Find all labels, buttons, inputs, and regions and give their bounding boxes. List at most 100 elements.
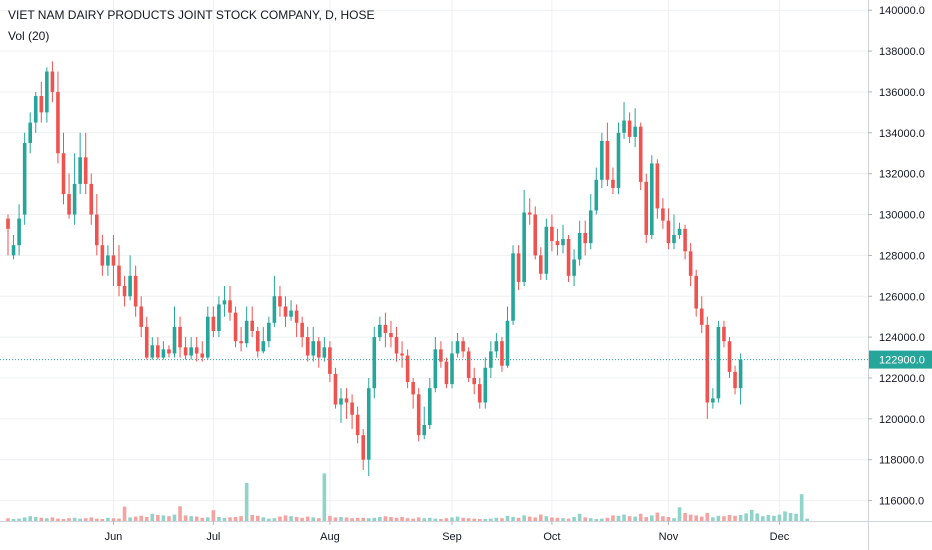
volume-bar (516, 517, 521, 521)
volume-bar (405, 518, 410, 521)
volume-bar (505, 515, 510, 521)
candle-body (539, 255, 543, 274)
candle-body (494, 341, 499, 352)
volume-bar (239, 516, 243, 521)
candle-body (255, 330, 260, 352)
candle-body (577, 232, 582, 260)
volume-bar (772, 515, 776, 521)
volume-bar (511, 517, 515, 521)
volume-bar (477, 519, 482, 521)
candle-body (228, 300, 232, 313)
x-tick-label: Jun (105, 531, 123, 543)
volume-bar (189, 516, 193, 521)
volume-bar (278, 516, 282, 521)
volume-bar (727, 515, 732, 521)
candle-body (128, 275, 132, 297)
volume-bar (572, 517, 576, 521)
candle-body (350, 402, 354, 415)
volume-bar (172, 514, 177, 521)
volume-bar (566, 518, 571, 521)
volume-bar (805, 518, 809, 521)
candle-body (11, 245, 16, 256)
candle-body (39, 96, 44, 113)
volume-bar (194, 516, 199, 521)
candle-body (328, 347, 332, 374)
candle-body (694, 275, 698, 309)
volume-bar (150, 513, 155, 521)
candle-body (239, 341, 243, 344)
volume-bar (655, 512, 660, 521)
candle-body (699, 308, 704, 325)
candle-body (383, 324, 388, 334)
volume-bar (328, 515, 332, 521)
x-tick-label: Nov (659, 531, 679, 543)
volume-bar (544, 516, 549, 521)
volume-bar (444, 518, 449, 521)
candle-body (161, 349, 166, 358)
volume-indicator-label[interactable]: Vol (20) (8, 29, 50, 43)
candle-body (106, 255, 110, 266)
volume-bar (455, 516, 460, 521)
volume-bar (622, 514, 626, 521)
candle-body (605, 140, 610, 180)
candle-body (644, 181, 649, 235)
candle-body (244, 320, 249, 344)
volume-bar (472, 518, 476, 521)
candle-body (333, 373, 338, 405)
volume-bar (694, 515, 698, 521)
volume-bar (350, 518, 354, 521)
candle-body (500, 341, 504, 366)
volume-bar (611, 515, 615, 521)
volume-bar (133, 516, 138, 521)
candle-body (544, 226, 549, 274)
y-tick-label: 124000.0 (879, 332, 925, 344)
volume-bar (699, 516, 704, 521)
candle-body (594, 179, 599, 211)
volume-bar (255, 515, 260, 521)
candle-body (322, 347, 327, 358)
candle-body (95, 214, 99, 246)
volume-bar (233, 517, 238, 521)
volume-bar (344, 517, 349, 521)
volume-bar (461, 517, 465, 521)
symbol-title: VIET NAM DAIRY PRODUCTS JOINT STOCK COMP… (8, 8, 375, 22)
candle-body (156, 345, 160, 358)
y-tick-label: 118000.0 (879, 455, 924, 467)
volume-bar (439, 519, 443, 521)
candle-body (272, 296, 277, 323)
candle-body (450, 353, 454, 385)
volume-bar (683, 513, 687, 521)
candle-body (600, 140, 604, 180)
candle-body (183, 347, 188, 356)
volume-bar (167, 516, 171, 521)
volume-bar (283, 515, 288, 521)
volume-bar (411, 518, 415, 521)
candle-body (655, 163, 660, 209)
x-tick-label: Dec (770, 531, 790, 543)
candle-body (627, 120, 632, 137)
volume-bar (677, 507, 682, 521)
volume-bar (144, 517, 149, 521)
candle-body (461, 341, 465, 352)
candle-body (661, 208, 665, 221)
volume-bar (206, 517, 210, 521)
volume-bar (450, 517, 454, 521)
volume-bar (83, 518, 88, 521)
candle-body (572, 259, 576, 276)
candle-body (633, 126, 637, 137)
volume-bar (128, 517, 132, 521)
volume-bar (250, 515, 254, 521)
volume-bar (139, 515, 143, 521)
volume-bar (22, 517, 27, 521)
candle-body (611, 179, 615, 188)
candle-body (6, 218, 10, 229)
volume-bar (522, 515, 526, 521)
volume-bar (322, 473, 327, 521)
volume-bar (95, 518, 99, 521)
candle-body (278, 296, 282, 307)
volume-bar (378, 517, 382, 521)
candle-body (439, 349, 443, 362)
candle-body (233, 312, 238, 342)
